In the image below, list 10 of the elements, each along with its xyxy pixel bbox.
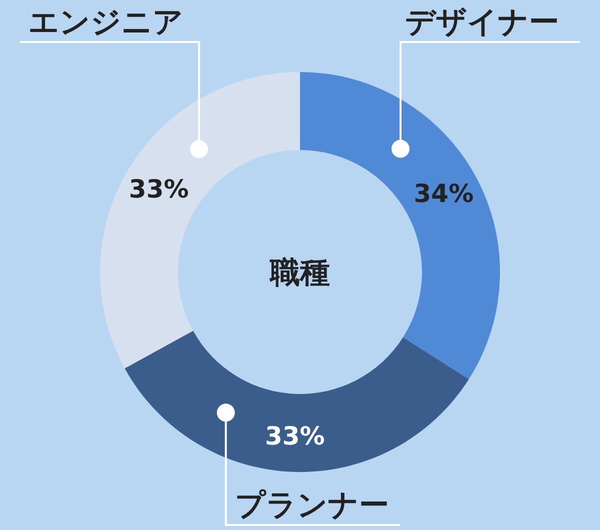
donut-slice — [300, 72, 500, 380]
donut-slice — [124, 330, 469, 472]
data-label: 33% — [264, 422, 325, 451]
donut-slice — [100, 72, 300, 368]
data-label: 34% — [414, 178, 474, 208]
slice-label: エンジニア — [28, 5, 184, 40]
data-label: 33% — [128, 174, 189, 204]
slice-label: プランナー — [235, 488, 389, 523]
text: 職種 — [269, 256, 330, 290]
slice-label: デザイナー — [405, 5, 559, 40]
